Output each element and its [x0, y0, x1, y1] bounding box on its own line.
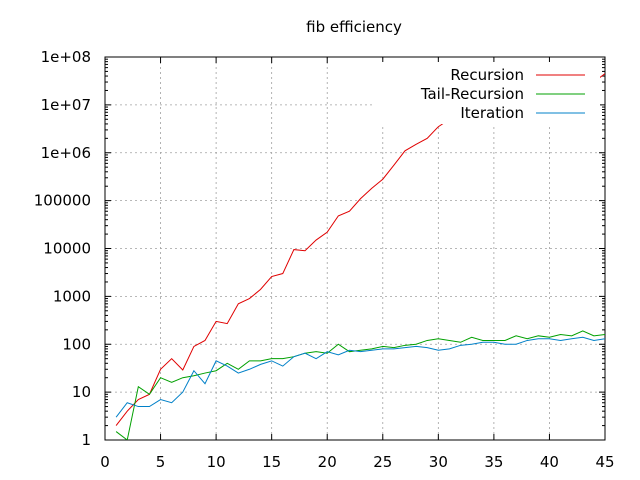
- legend-background: [372, 62, 600, 124]
- y-tick-label: 1e+07: [41, 96, 91, 114]
- chart-title: fib efficiency: [306, 18, 402, 36]
- x-tick-label: 35: [484, 453, 503, 471]
- legend-label-tail-recursion: Tail-Recursion: [420, 85, 524, 103]
- y-tick-label: 1000: [53, 287, 91, 305]
- series-line-iteration: [115, 336, 605, 418]
- y-tick-label: 1e+08: [41, 48, 91, 66]
- legend-label-iteration: Iteration: [460, 104, 524, 122]
- x-tick-label: 5: [156, 453, 166, 471]
- x-tick-label: 30: [429, 453, 448, 471]
- axes: 0 5 10 15 20 25 30 35 40 45 1 10 100 1000 10000 100000 1…: [34, 48, 615, 471]
- y-tick-label: 1: [81, 431, 91, 449]
- x-tick-label: 0: [100, 453, 110, 471]
- x-tick-label: 25: [373, 453, 392, 471]
- x-tick-label: 10: [207, 453, 226, 471]
- legend-label-recursion: Recursion: [450, 66, 524, 84]
- y-tick-label: 100000: [34, 192, 91, 210]
- x-tick-label: 40: [540, 453, 559, 471]
- y-tick-label: 10: [72, 383, 91, 401]
- x-tick-label: 45: [595, 453, 614, 471]
- y-tick-label: 1e+06: [41, 144, 91, 162]
- y-tick-label: 100: [62, 335, 91, 353]
- x-tick-label: 20: [318, 453, 337, 471]
- y-tick-label: 10000: [43, 240, 91, 258]
- plot-border: [104, 56, 606, 441]
- x-tick-label: 15: [262, 453, 281, 471]
